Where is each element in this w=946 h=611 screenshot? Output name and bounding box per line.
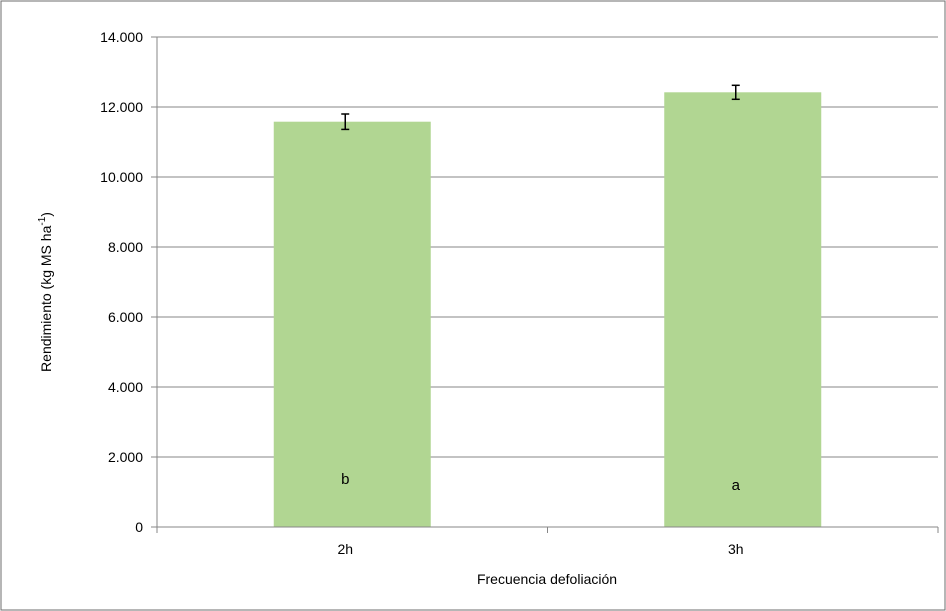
bar-3h — [664, 92, 822, 528]
y-tick-label: 10.000 — [100, 169, 143, 185]
x-tick-label-2h: 2h — [337, 541, 353, 557]
y-tick-label: 14.000 — [100, 29, 143, 45]
x-axis-title: Frecuencia defoliación — [477, 571, 617, 587]
axes — [151, 36, 939, 533]
significance-label-3h: a — [732, 477, 741, 494]
significance-label-2h: b — [341, 471, 349, 488]
bars — [273, 92, 822, 528]
y-axis-title-main: Rendimiento (kg MS ha — [38, 225, 54, 372]
y-tick-label: 12.000 — [100, 99, 143, 115]
y-tick-label: 6.000 — [108, 309, 143, 325]
y-tick-label: 4.000 — [108, 379, 143, 395]
bar-2h — [273, 121, 431, 527]
y-tick-label: 2.000 — [108, 449, 143, 465]
y-tick-labels: 0 2.000 4.000 6.000 8.000 10.000 12.000 14.000 — [100, 29, 143, 535]
x-tick-label-3h: 3h — [728, 541, 744, 557]
y-tick-label: 0 — [135, 519, 143, 535]
y-axis-title-superscript: -1 — [37, 216, 48, 225]
error-bars — [341, 84, 740, 131]
x-tick-labels: 2h 3h — [337, 541, 743, 557]
y-tick-label: 8.000 — [108, 239, 143, 255]
y-axis-title: Rendimiento (kg MS ha-1) — [37, 212, 54, 372]
y-axis-title-close: ) — [38, 212, 54, 217]
